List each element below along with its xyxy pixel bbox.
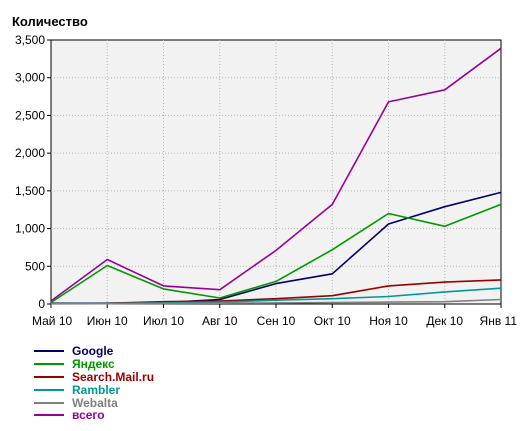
legend-item-search-mail-ru: Search.Mail.ru: [34, 371, 154, 384]
series-lines: [50, 47, 502, 305]
legend-label: Webalta: [72, 395, 118, 410]
legend-item-rambler: Rambler: [34, 383, 154, 396]
y-tick-label: 3,500: [15, 33, 45, 47]
y-tick-label: 0: [38, 297, 45, 311]
legend-item-всего: всего: [34, 409, 154, 422]
legend-swatch: [34, 414, 64, 417]
legend-swatch: [34, 375, 64, 378]
x-tick-label: Июн 10: [87, 314, 128, 328]
legend-label: Google: [72, 344, 114, 359]
grid-lines: [51, 40, 501, 304]
y-tick-label: 3,000: [15, 71, 45, 85]
legend-label: Яндекс: [72, 357, 115, 372]
legend-swatch: [34, 388, 64, 391]
legend-item-google: Google: [34, 345, 154, 358]
x-tick-label: Сен 10: [257, 314, 296, 328]
legend-label: Rambler: [72, 382, 121, 397]
x-tick-label: Дек 10: [426, 314, 463, 328]
y-tick-label: 2,000: [15, 146, 45, 160]
x-tick-label: Янв 11: [480, 314, 518, 328]
y-tick-label: 1,000: [15, 222, 45, 236]
legend-swatch: [34, 363, 64, 366]
x-tick-label: Июл 10: [143, 314, 184, 328]
series-line-яндекс: [50, 203, 502, 304]
legend-item-яндекс: Яндекс: [34, 358, 154, 371]
y-tick-label: 1,500: [15, 184, 45, 198]
y-axis-title: Количество: [12, 14, 88, 29]
legend: Google Яндекс Search.Mail.ru Rambler Webalta…: [34, 345, 154, 422]
x-tick-label: Ноя 10: [369, 314, 408, 328]
legend-swatch: [34, 350, 64, 353]
x-axis-ticks: Май 10 Июн 10 Июл 10 Авг 10 Сен 10 Окт 10 Ноя …: [32, 304, 517, 328]
legend-label: Search.Mail.ru: [72, 369, 155, 384]
y-tick-label: 2,500: [15, 108, 45, 122]
series-line-webalta: [50, 298, 502, 305]
x-tick-label: Май 10: [32, 314, 73, 328]
legend-swatch: [34, 401, 64, 404]
y-tick-label: 500: [25, 259, 45, 273]
y-axis-ticks: 0 500 1,000 1,500 2,000 2,500 3,000 3,500: [15, 33, 51, 311]
legend-label: всего: [72, 408, 105, 423]
series-line-всего: [50, 47, 502, 302]
x-tick-label: Авг 10: [202, 314, 238, 328]
legend-item-webalta: Webalta: [34, 396, 154, 409]
x-tick-label: Окт 10: [314, 314, 351, 328]
